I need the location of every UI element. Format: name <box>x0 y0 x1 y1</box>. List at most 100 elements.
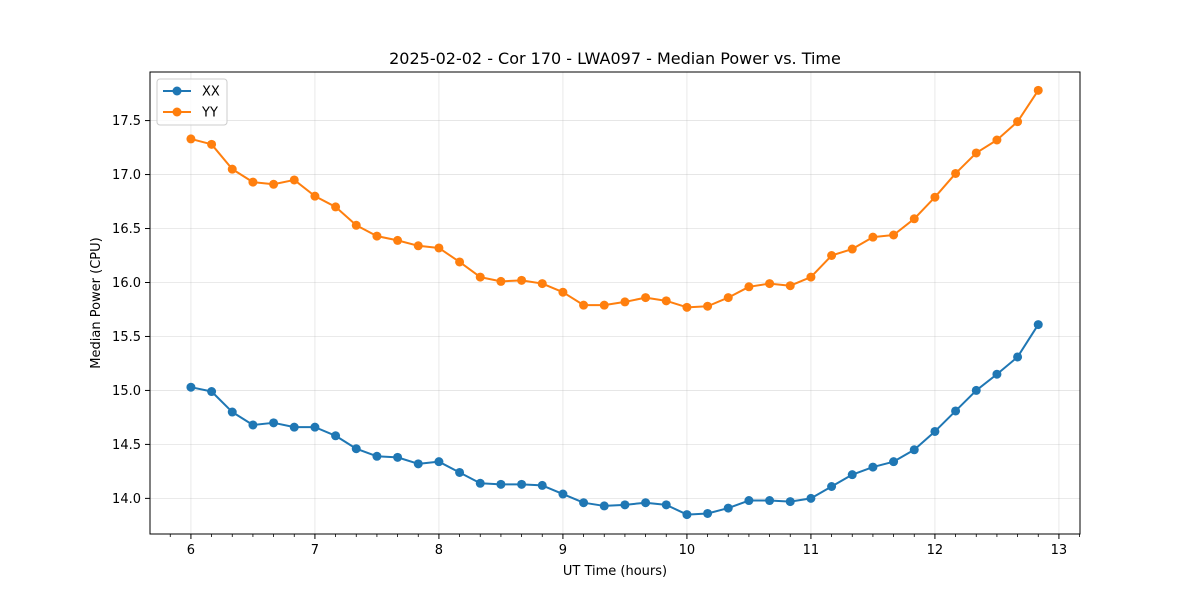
data-point-yy <box>868 232 878 242</box>
data-point-yy <box>889 230 899 240</box>
x-axis-label: UT Time (hours) <box>563 564 667 579</box>
y-axis-label: Median Power (CPU) <box>89 237 104 368</box>
x-tick-label: 11 <box>803 543 820 558</box>
data-point-yy <box>620 297 630 307</box>
data-point-yy <box>434 243 444 253</box>
data-point-yy <box>310 191 320 201</box>
data-point-xx <box>517 479 527 489</box>
data-point-yy <box>207 139 217 149</box>
legend-label-xx: XX <box>202 85 220 100</box>
data-point-xx <box>413 459 423 469</box>
data-point-yy <box>455 257 465 267</box>
data-point-xx <box>393 452 403 462</box>
y-tick-label: 17.5 <box>112 114 141 129</box>
data-point-yy <box>579 300 589 310</box>
x-tick-label: 6 <box>187 543 195 558</box>
data-point-xx <box>537 480 547 490</box>
data-point-yy <box>744 282 754 292</box>
legend-marker-xx <box>172 86 182 96</box>
data-point-xx <box>951 406 961 416</box>
data-point-yy <box>930 192 940 202</box>
data-point-xx <box>889 457 899 467</box>
data-point-yy <box>248 177 258 187</box>
data-point-yy <box>661 296 671 306</box>
data-point-xx <box>248 420 258 430</box>
legend: XX YY <box>156 78 228 126</box>
data-point-xx <box>579 498 589 508</box>
x-axis: 6 7 8 9 10 11 12 13 <box>169 534 1080 558</box>
data-point-yy <box>971 148 981 158</box>
plot-frame <box>149 71 1081 535</box>
data-point-yy <box>1033 85 1043 95</box>
data-point-xx <box>909 445 919 455</box>
legend-label-yy: YY <box>201 106 218 121</box>
data-point-yy <box>186 134 196 144</box>
data-point-yy <box>558 287 568 297</box>
data-point-xx <box>620 500 630 510</box>
data-point-yy <box>682 302 692 312</box>
data-point-xx <box>806 493 816 503</box>
data-point-xx <box>785 497 795 507</box>
data-point-xx <box>723 503 733 513</box>
y-tick-label: 14.0 <box>112 492 141 507</box>
data-point-xx <box>661 500 671 510</box>
data-point-xx <box>372 451 382 461</box>
data-point-xx <box>765 496 775 506</box>
data-point-yy <box>909 214 919 224</box>
data-point-xx <box>1013 352 1023 362</box>
data-point-yy <box>599 300 609 310</box>
data-point-xx <box>847 470 857 480</box>
data-point-xx <box>558 489 568 499</box>
data-point-yy <box>765 279 775 289</box>
data-point-xx <box>1033 320 1043 330</box>
data-point-xx <box>703 508 713 518</box>
x-tick-label: 8 <box>435 543 443 558</box>
data-point-xx <box>744 496 754 506</box>
x-tick-label: 9 <box>559 543 567 558</box>
data-point-xx <box>599 501 609 511</box>
data-point-yy <box>331 202 341 212</box>
data-point-xx <box>827 482 837 492</box>
data-point-yy <box>723 293 733 303</box>
data-point-yy <box>496 276 506 286</box>
data-point-yy <box>269 179 279 189</box>
x-tick-label: 13 <box>1051 543 1068 558</box>
legend-marker-yy <box>172 107 182 117</box>
y-tick-label: 15.5 <box>112 330 141 345</box>
y-tick-label: 14.5 <box>112 438 141 453</box>
y-axis: 14.0 14.5 15.0 15.5 16.0 16.5 17.0 17.5 <box>112 114 150 507</box>
data-point-yy <box>227 164 237 174</box>
data-point-xx <box>351 444 361 454</box>
data-point-xx <box>992 369 1002 379</box>
data-point-xx <box>310 422 320 432</box>
x-tick-label: 7 <box>311 543 319 558</box>
data-point-yy <box>372 231 382 241</box>
series-layer <box>186 85 1043 520</box>
data-point-yy <box>785 281 795 291</box>
data-point-yy <box>806 272 816 282</box>
x-tick-label: 12 <box>927 543 944 558</box>
data-point-xx <box>227 407 237 417</box>
y-tick-label: 16.0 <box>112 276 141 291</box>
data-point-yy <box>289 175 299 185</box>
data-point-xx <box>930 426 940 436</box>
data-point-xx <box>289 422 299 432</box>
data-point-yy <box>847 244 857 254</box>
data-point-xx <box>682 510 692 520</box>
data-point-xx <box>641 498 651 508</box>
data-point-yy <box>703 301 713 311</box>
data-point-xx <box>331 431 341 441</box>
data-point-xx <box>207 387 217 397</box>
data-point-xx <box>496 479 506 489</box>
chart-title: 2025-02-02 - Cor 170 - LWA097 - Median P… <box>389 49 841 68</box>
y-tick-label: 15.0 <box>112 384 141 399</box>
data-point-yy <box>992 135 1002 145</box>
data-point-xx <box>475 478 485 488</box>
series-line-xx <box>190 324 1040 516</box>
data-point-yy <box>951 168 961 178</box>
data-point-xx <box>434 457 444 467</box>
y-tick-label: 16.5 <box>112 222 141 237</box>
grid <box>150 72 1080 534</box>
